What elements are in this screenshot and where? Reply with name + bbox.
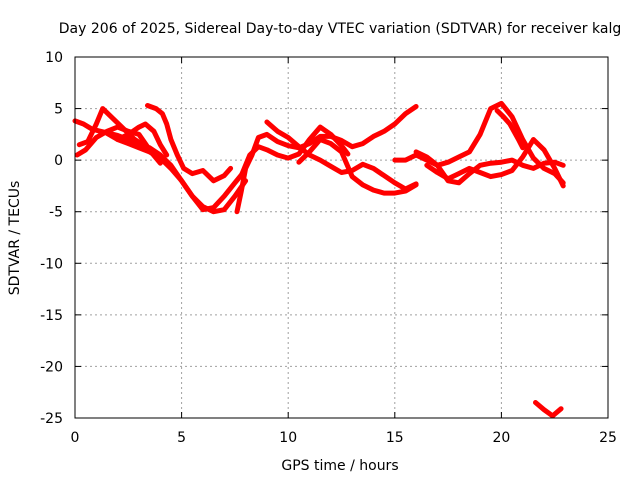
x-tick-label: 0 bbox=[71, 430, 80, 446]
series-line-s6 bbox=[115, 121, 170, 158]
x-tick-label: 25 bbox=[599, 430, 617, 446]
series-line-s13 bbox=[424, 137, 566, 189]
series-line-s9 bbox=[264, 119, 419, 192]
x-tick-label: 20 bbox=[492, 430, 510, 446]
y-tick-label: -25 bbox=[40, 411, 63, 427]
series-line-s4 bbox=[104, 130, 249, 215]
series-line-s10 bbox=[296, 137, 419, 196]
x-tick-label: 10 bbox=[279, 430, 297, 446]
series-line-s12 bbox=[413, 149, 566, 186]
series-line-s15 bbox=[533, 400, 564, 419]
series-line-s7 bbox=[234, 104, 419, 215]
chart-title: Day 206 of 2025, Sidereal Day-to-day VTE… bbox=[59, 21, 621, 37]
y-tick-label: -15 bbox=[40, 308, 63, 324]
y-tick-label: -20 bbox=[40, 359, 63, 375]
series-line-s11 bbox=[392, 100, 566, 186]
y-tick-label: 10 bbox=[45, 50, 63, 66]
series-group bbox=[72, 100, 566, 419]
series-line-s8 bbox=[238, 124, 351, 179]
x-tick-label: 15 bbox=[386, 430, 404, 446]
series-line-s1 bbox=[72, 118, 246, 213]
y-tick-label: -5 bbox=[49, 205, 63, 221]
ticks: 0 5 10 15 20 25 -25 -20 -15 -10 -5 0 5 10 bbox=[40, 50, 617, 446]
series-line-s14 bbox=[494, 108, 526, 151]
x-axis-label: GPS time / hours bbox=[281, 458, 398, 474]
grid bbox=[75, 57, 608, 418]
y-tick-label: 0 bbox=[54, 153, 63, 169]
y-axis-label: SDTVAR / TECUs bbox=[7, 181, 23, 296]
y-tick-label: -10 bbox=[40, 256, 63, 272]
series-line-s5 bbox=[145, 103, 234, 184]
plot-frame bbox=[74, 56, 609, 419]
y-tick-label: 5 bbox=[54, 102, 63, 118]
series-line-s3 bbox=[76, 106, 163, 166]
x-tick-label: 5 bbox=[177, 430, 186, 446]
